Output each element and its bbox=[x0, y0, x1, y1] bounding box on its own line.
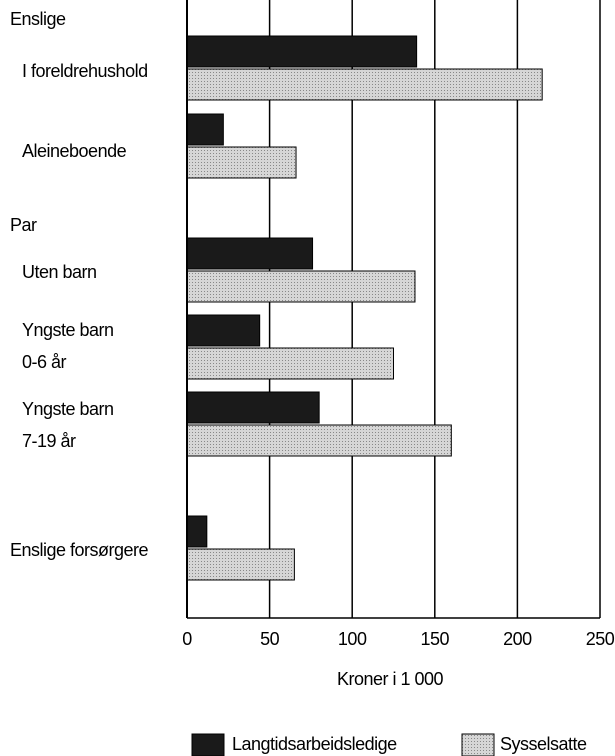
x-tick-label: 100 bbox=[338, 629, 367, 649]
bar bbox=[186, 237, 314, 270]
x-tick-label: 0 bbox=[182, 629, 192, 649]
legend-label: Langtidsarbeidsledige bbox=[232, 734, 397, 754]
group-label: Enslige bbox=[10, 9, 66, 29]
y-tick-label: 0-6 år bbox=[22, 352, 67, 372]
bar bbox=[186, 314, 261, 347]
bar bbox=[186, 391, 320, 424]
y-tick-label: Aleineboende bbox=[22, 141, 127, 161]
group-label: Par bbox=[10, 215, 37, 235]
bar bbox=[186, 548, 295, 581]
legend-label: Sysselsatte bbox=[500, 734, 587, 754]
bar bbox=[186, 146, 297, 179]
legend-swatch bbox=[191, 733, 225, 756]
bar bbox=[186, 515, 208, 548]
y-tick-label: I foreldrehushold bbox=[22, 61, 148, 81]
y-tick-label: Yngste barn bbox=[22, 399, 114, 419]
bar bbox=[186, 347, 394, 380]
bar bbox=[186, 35, 418, 68]
y-tick-label: 7-19 år bbox=[22, 431, 76, 451]
bar bbox=[186, 424, 452, 457]
x-axis-label: Kroner i 1 000 bbox=[337, 669, 444, 689]
legend-swatch bbox=[461, 733, 495, 756]
x-tick-label: 200 bbox=[503, 629, 532, 649]
y-tick-label: Enslige forsørgere bbox=[10, 540, 149, 560]
x-tick-label: 250 bbox=[586, 629, 615, 649]
bar bbox=[186, 270, 416, 303]
x-tick-label: 50 bbox=[260, 629, 280, 649]
y-tick-label: Uten barn bbox=[22, 262, 97, 282]
bar bbox=[186, 113, 224, 146]
y-tick-label: Yngste barn bbox=[22, 320, 114, 340]
bar bbox=[186, 68, 543, 101]
x-tick-label: 150 bbox=[421, 629, 450, 649]
